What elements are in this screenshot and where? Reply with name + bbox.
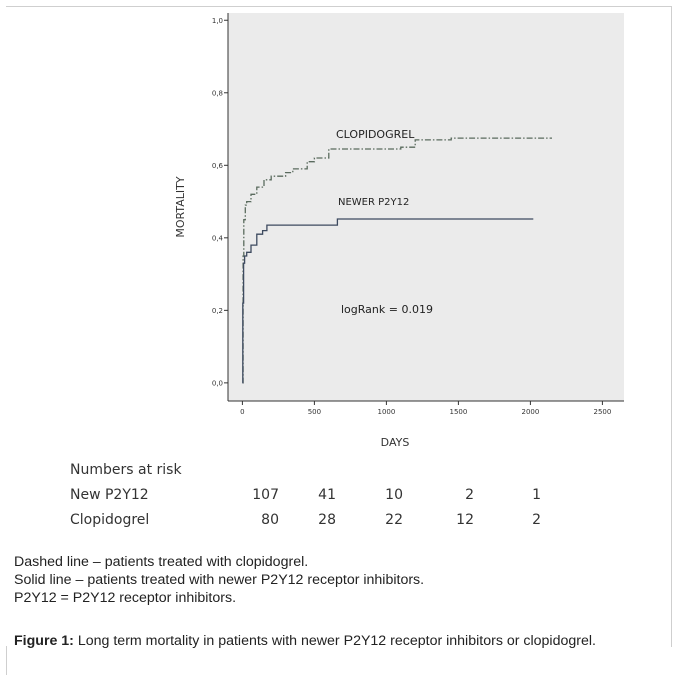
risk-table-title: Numbers at risk — [70, 462, 182, 478]
risk-cell: 10 — [385, 487, 403, 503]
risk-cell: 28 — [318, 512, 336, 528]
y-tick-label: 1,0 — [212, 17, 223, 25]
x-tick-label: 2000 — [521, 408, 539, 416]
risk-cell: 2 — [532, 512, 541, 528]
risk-cell: 107 — [252, 487, 279, 503]
y-tick-label: 0,8 — [212, 89, 223, 97]
x-tick-label: 2500 — [593, 408, 611, 416]
risk-cell: 1 — [532, 487, 541, 503]
series-line-clopidogrel — [242, 137, 552, 384]
note-solid: Solid line – patients treated with newer… — [14, 572, 425, 588]
y-tick-label: 0,2 — [212, 307, 223, 315]
figure-label: Figure 1: — [14, 633, 74, 649]
frame-rule — [6, 646, 7, 675]
x-tick-label: 1000 — [377, 408, 395, 416]
risk-cell: 41 — [318, 487, 336, 503]
risk-cell: 80 — [261, 512, 279, 528]
figure-caption: Figure 1: Long term mortality in patient… — [14, 632, 664, 650]
figure-caption-text: Long term mortality in patients with new… — [73, 633, 596, 649]
risk-cell: 12 — [456, 512, 474, 528]
y-tick-label: 0,4 — [212, 234, 224, 242]
series-line-newer-p2y12 — [242, 218, 534, 384]
note-abbreviation: P2Y12 = P2Y12 receptor inhibitors. — [14, 590, 237, 606]
annotation-logrank: logRank = 0.019 — [341, 303, 433, 316]
note-dashed: Dashed line – patients treated with clop… — [14, 554, 309, 570]
risk-cell: 22 — [385, 512, 403, 528]
y-tick-label: 0,0 — [212, 379, 223, 387]
km-chart: 0,0 0,2 0,4 0,6 0,8 1,0 0 500 1000 1500 2000 2500 D… — [174, 13, 624, 449]
y-axis-title: MORTALITY — [174, 176, 187, 237]
plot-background — [228, 13, 624, 401]
figure-frame — [6, 6, 672, 647]
risk-cell: 2 — [465, 487, 474, 503]
y-tick-label: 0,6 — [212, 162, 224, 170]
x-tick-label: 500 — [308, 408, 321, 416]
risk-row-label-clopidogrel: Clopidogrel — [70, 512, 150, 528]
x-axis-title: DAYS — [381, 436, 410, 449]
risk-row-label-new: New P2Y12 — [70, 487, 149, 503]
x-tick-label: 0 — [240, 408, 244, 416]
annotation-clopidogrel: CLOPIDOGREL — [336, 128, 415, 141]
annotation-newer-p2y12: NEWER P2Y12 — [338, 197, 409, 208]
x-tick-label: 1500 — [449, 408, 467, 416]
